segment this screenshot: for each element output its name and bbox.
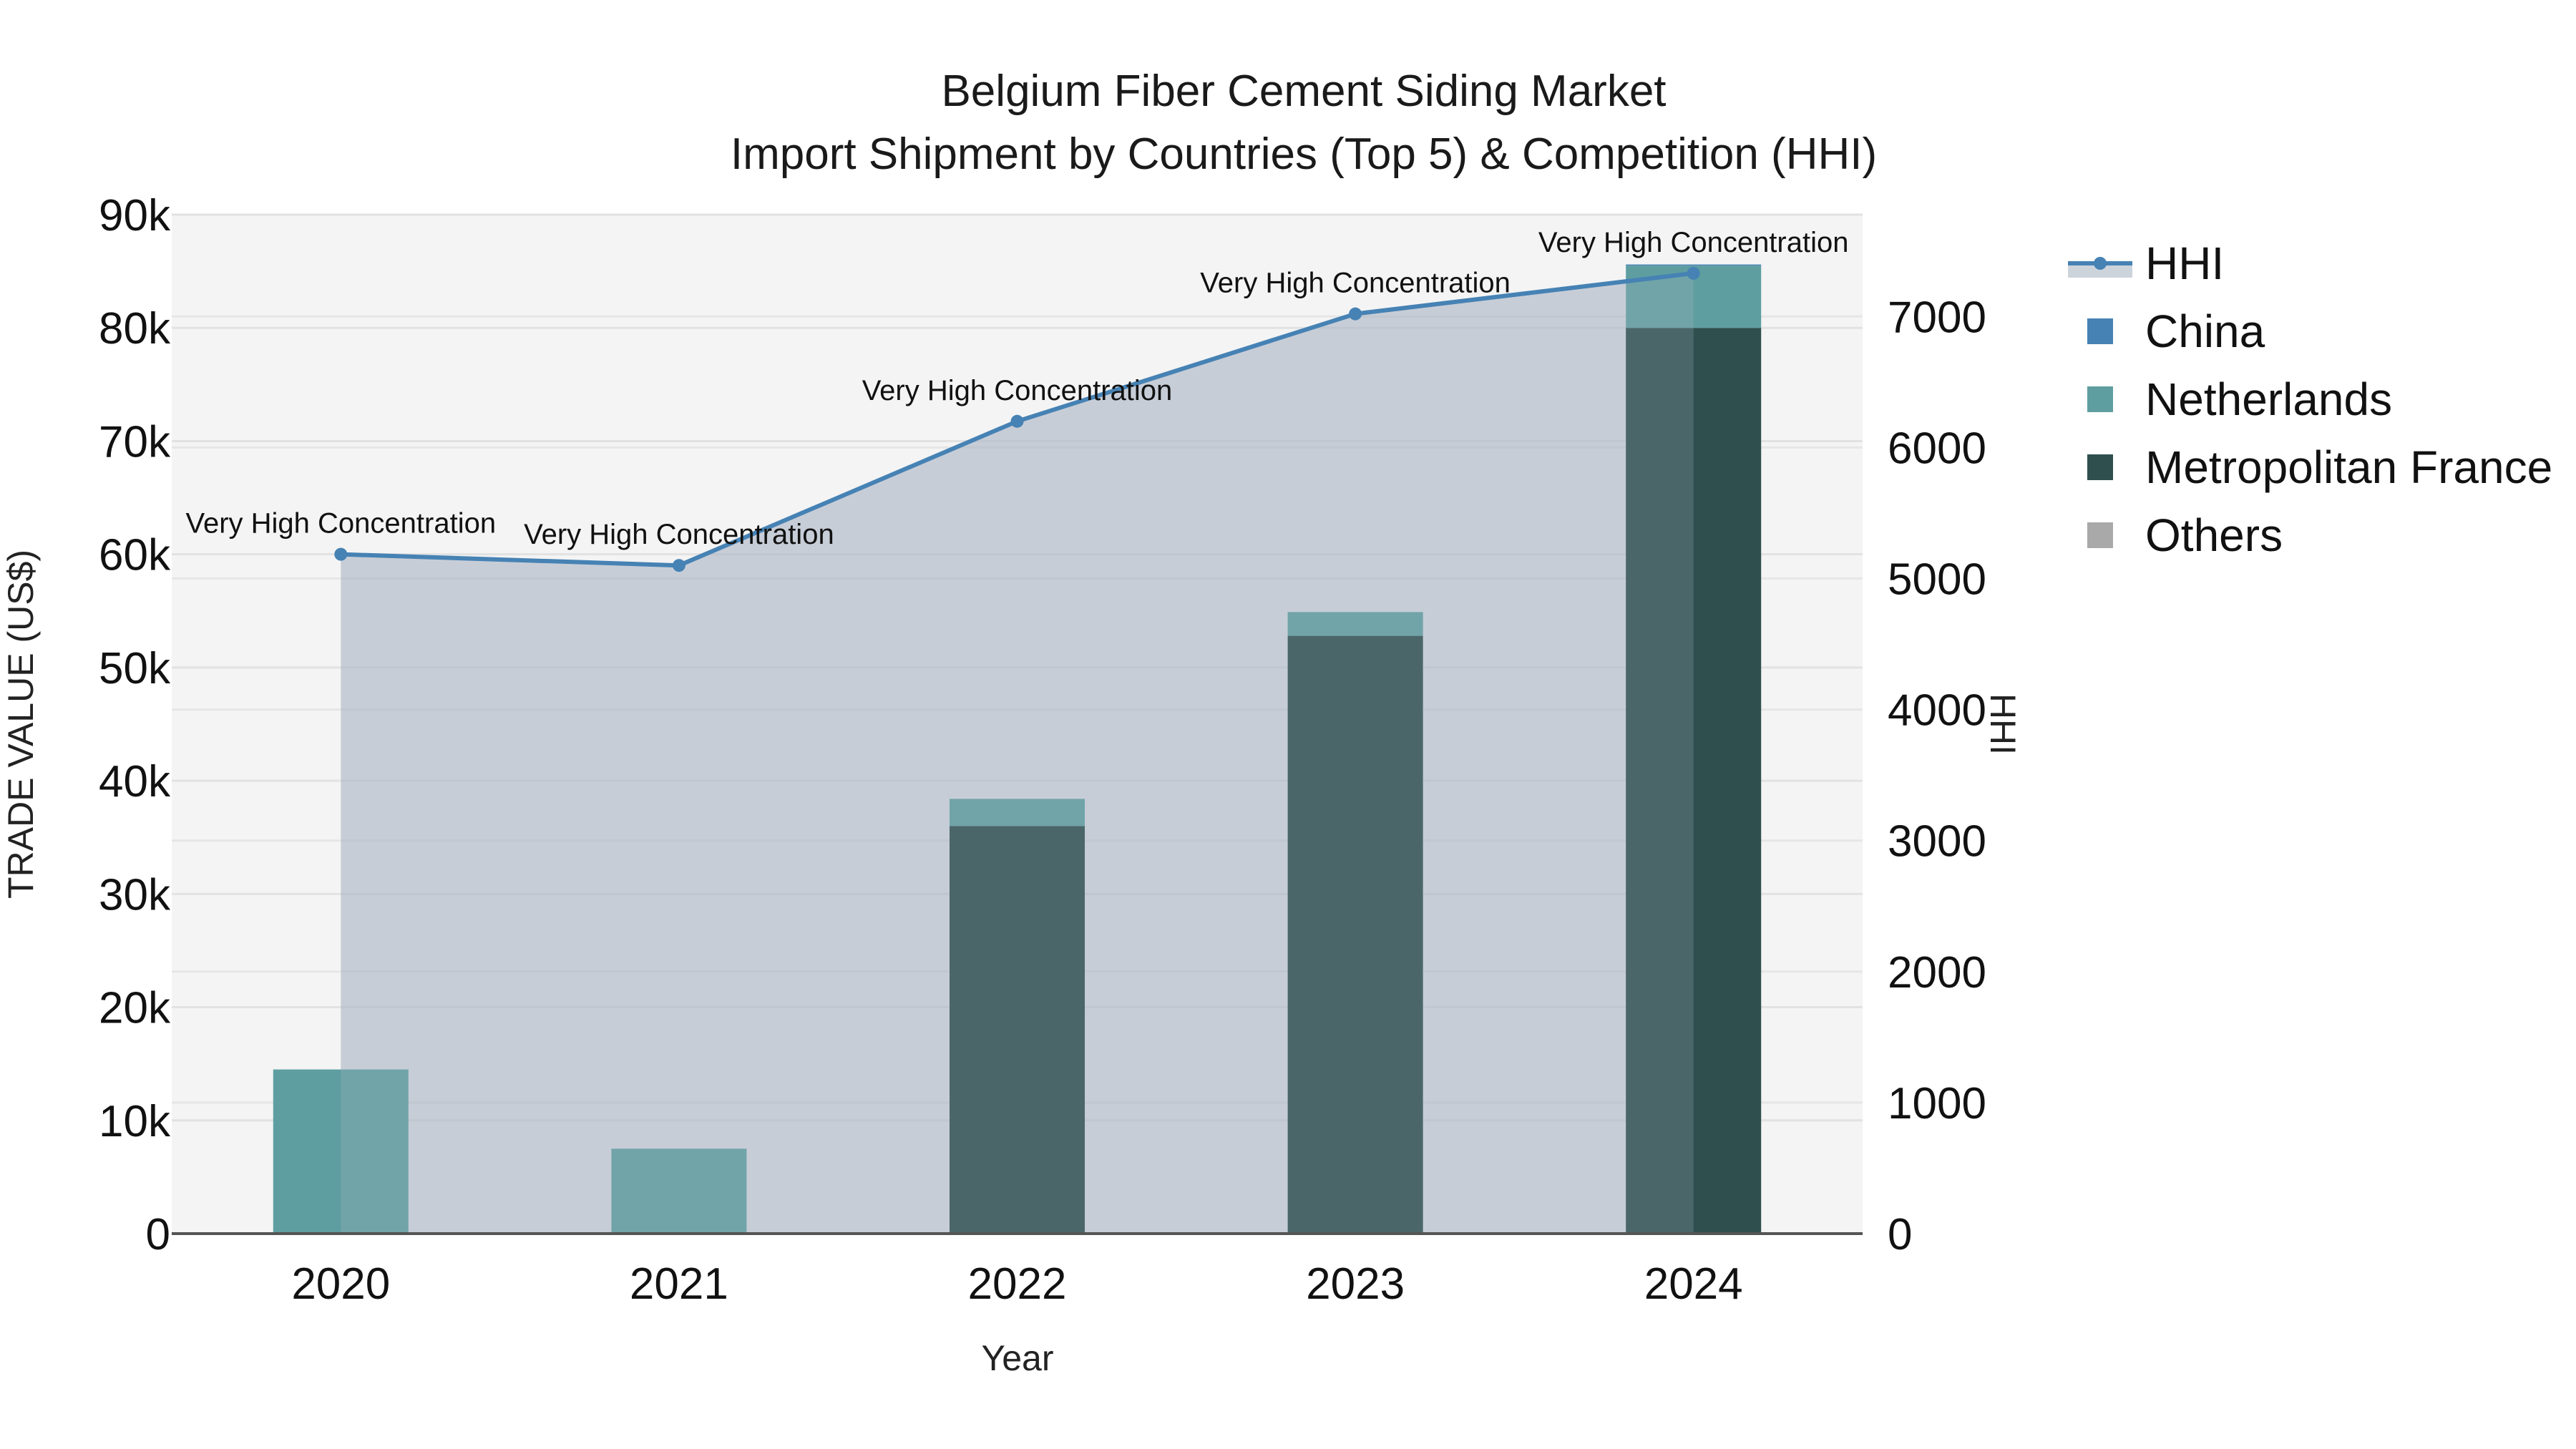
right-tick-label: 5000 [1888, 555, 1986, 605]
left-tick-label: 30k [99, 870, 171, 919]
hhi-marker-2021 [672, 559, 686, 572]
left-tick-label: 20k [99, 984, 171, 1033]
legend: HHI China Netherlands Metropolitan France Ot… [2068, 238, 2552, 561]
legend-item-china[interactable]: China [2087, 306, 2265, 357]
bar-netherlands-2023 [1287, 612, 1423, 636]
hhi-annotation-2021: Very High Concentration [524, 519, 834, 550]
legend-swatch-icon [2087, 522, 2113, 548]
right-tick-label: 4000 [1888, 686, 1986, 736]
legend-swatch-icon [2087, 454, 2113, 480]
legend-swatch-icon [2087, 386, 2113, 412]
right-tick-label: 3000 [1888, 817, 1986, 867]
hhi-annotation-2020: Very High Concentration [186, 508, 497, 540]
left-axis-ticks: 0 10k 20k 30k 40k 50k 60k 70k 80k 90k [99, 191, 171, 1259]
legend-marker-icon [2094, 257, 2107, 270]
legend-label: Metropolitan France [2145, 441, 2552, 493]
hhi-marker-2022 [1010, 414, 1024, 428]
right-axis-title: HHI [1983, 693, 2023, 755]
hhi-marker-2024 [1687, 266, 1700, 280]
legend-item-hhi[interactable]: HHI [2068, 238, 2224, 289]
legend-label: China [2145, 306, 2265, 357]
bar-metropolitan-france-2022 [949, 826, 1085, 1234]
right-tick-label: 7000 [1888, 293, 1986, 342]
x-axis-title: Year [981, 1338, 1053, 1378]
bar-netherlands-2020 [273, 1069, 409, 1234]
hhi-annotation-2024: Very High Concentration [1538, 227, 1849, 258]
left-tick-label: 60k [99, 531, 171, 580]
legend-label: HHI [2145, 238, 2224, 289]
legend-label: Others [2145, 509, 2283, 561]
x-axis-ticks: 2020 2021 2022 2023 2024 [291, 1259, 1742, 1309]
chart-title-line1: Belgium Fiber Cement Siding Market [941, 67, 1666, 116]
left-tick-label: 70k [99, 417, 171, 467]
legend-swatch-icon [2087, 318, 2113, 344]
hhi-marker-2023 [1349, 307, 1362, 321]
hhi-marker-2020 [334, 547, 348, 561]
bar-netherlands-2022 [949, 799, 1085, 826]
x-tick-label-2021: 2021 [630, 1259, 728, 1309]
bar-metropolitan-france-2024 [1626, 328, 1762, 1234]
left-axis-title: TRADE VALUE (US$) [1, 550, 41, 899]
hhi-area-overlay [341, 273, 1694, 1234]
x-tick-label-2024: 2024 [1644, 1259, 1743, 1309]
left-tick-label: 10k [99, 1097, 171, 1146]
left-tick-label: 90k [99, 191, 171, 240]
right-axis-ticks: 0 1000 2000 3000 4000 5000 6000 7000 [1888, 293, 1986, 1259]
legend-label: Netherlands [2145, 374, 2392, 425]
x-tick-label-2023: 2023 [1306, 1259, 1405, 1309]
x-tick-label-2022: 2022 [968, 1259, 1067, 1309]
right-tick-label: 2000 [1888, 948, 1986, 997]
hhi-annotation-2022: Very High Concentration [862, 375, 1173, 406]
bar-metropolitan-france-2023 [1287, 635, 1423, 1234]
right-tick-label: 0 [1888, 1210, 1912, 1259]
right-tick-label: 6000 [1888, 424, 1986, 473]
left-tick-label: 80k [99, 304, 171, 353]
left-tick-label: 40k [99, 757, 171, 806]
bar-china-2024 [1626, 264, 1762, 266]
stacked-bars [273, 264, 1762, 1234]
legend-item-metropolitan-france[interactable]: Metropolitan France [2087, 441, 2552, 493]
legend-item-netherlands[interactable]: Netherlands [2087, 374, 2392, 425]
right-tick-label: 1000 [1888, 1079, 1986, 1128]
chart-title-line2: Import Shipment by Countries (Top 5) & C… [731, 130, 1877, 179]
hhi-markers [334, 266, 1700, 572]
bar-netherlands-2021 [611, 1148, 747, 1234]
hhi-annotation-2023: Very High Concentration [1200, 268, 1511, 299]
left-tick-label: 0 [146, 1210, 170, 1259]
legend-item-others[interactable]: Others [2087, 509, 2283, 561]
hhi-annotations: Very High Concentration Very High Concent… [186, 227, 1849, 550]
x-tick-label-2020: 2020 [291, 1259, 390, 1309]
left-tick-label: 50k [99, 644, 171, 693]
